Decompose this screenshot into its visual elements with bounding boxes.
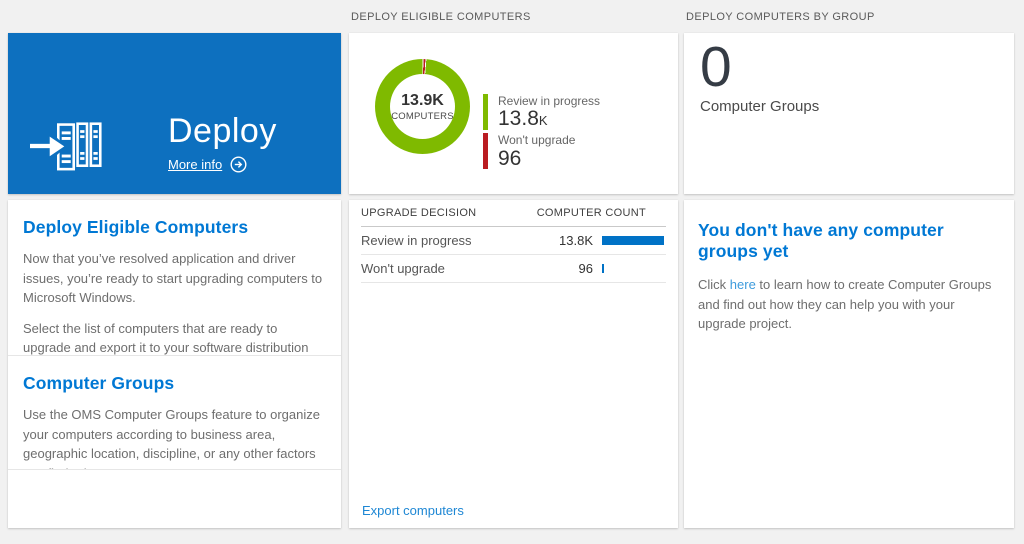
legend-label: Won't upgrade <box>498 133 576 148</box>
here-link[interactable]: here <box>729 277 756 292</box>
row-count: 13.8K <box>559 233 593 248</box>
section-paragraph: Select the list of computers that are re… <box>23 320 309 356</box>
column-header-deploy-eligible: DEPLOY ELIGIBLE COMPUTERS <box>351 11 531 23</box>
row-count: 96 <box>578 261 593 276</box>
legend-label: Review in progress <box>498 94 601 108</box>
legend-item-review-in-progress: Review in progress 13.8K <box>483 94 600 130</box>
upgrade-decision-table-card: UPGRADE DECISION COMPUTER COUNT Review i… <box>349 200 678 528</box>
table-row-wont-upgrade[interactable]: Won't upgrade 96 <box>361 255 666 283</box>
donut-chart: 13.9K COMPUTERS <box>375 59 470 154</box>
deploy-hero-tile[interactable]: Deploy More info <box>8 33 341 194</box>
bar-fill <box>602 236 664 245</box>
hero-title: Deploy <box>168 112 277 150</box>
section-computer-groups: Computer Groups Use the OMS Computer Gro… <box>8 356 341 470</box>
legend-swatch-red <box>483 133 488 170</box>
section-heading-computer-groups: Computer Groups <box>23 373 175 393</box>
legend-swatch-green <box>483 94 488 130</box>
export-computers-link[interactable]: Export computers <box>362 503 464 518</box>
computer-groups-count: 0 <box>700 35 732 99</box>
legend-item-wont-upgrade: Won't upgrade 96 <box>483 133 600 170</box>
arrow-circle-icon <box>230 156 247 173</box>
donut-legend: Review in progress 13.8K Won't upgrade 9… <box>483 94 600 173</box>
row-bar <box>602 236 666 245</box>
column-header-computer-count: COMPUTER COUNT <box>536 207 646 219</box>
table-header-row: UPGRADE DECISION COMPUTER COUNT <box>361 200 666 227</box>
section-paragraph: Now that you’ve resolved application and… <box>23 251 323 305</box>
computer-groups-label: Computer Groups <box>700 98 820 115</box>
donut-center-label: COMPUTERS <box>391 110 454 122</box>
row-bar <box>602 264 666 273</box>
more-info-label: More info <box>168 157 223 173</box>
legend-value: 13.8K <box>498 107 548 131</box>
bar-fill <box>602 264 604 273</box>
section-heading-deploy-eligible: Deploy Eligible Computers <box>23 217 249 237</box>
groups-card-text: Click here to learn how to create Comput… <box>698 277 992 331</box>
deploy-info-card: Deploy Eligible Computers Now that you’v… <box>8 200 341 528</box>
column-header-upgrade-decision: UPGRADE DECISION <box>361 207 477 219</box>
groups-card-heading: You don't have any computer groups yet <box>698 220 944 261</box>
computer-groups-count-tile[interactable]: 0 Computer Groups <box>684 33 1014 194</box>
row-label: Review in progress <box>361 233 472 248</box>
more-info-link[interactable]: More info <box>168 156 247 173</box>
eligible-computers-donut-tile[interactable]: 13.9K COMPUTERS Review in progress 13.8K… <box>349 33 678 194</box>
legend-value: 96 <box>498 146 522 170</box>
computer-groups-info-card: You don't have any computer groups yet C… <box>684 200 1014 528</box>
donut-center-value: 13.9K <box>401 91 444 109</box>
column-header-deploy-by-group: DEPLOY COMPUTERS BY GROUP <box>686 11 875 23</box>
section-paragraph: Use the OMS Computer Groups feature to o… <box>23 407 320 469</box>
donut-center: 13.9K COMPUTERS <box>390 74 455 139</box>
table-row-review-in-progress[interactable]: Review in progress 13.8K <box>361 227 666 255</box>
section-deploy-eligible: Deploy Eligible Computers Now that you’v… <box>8 200 341 356</box>
row-label: Won't upgrade <box>361 261 445 276</box>
deploy-icon <box>30 122 102 171</box>
